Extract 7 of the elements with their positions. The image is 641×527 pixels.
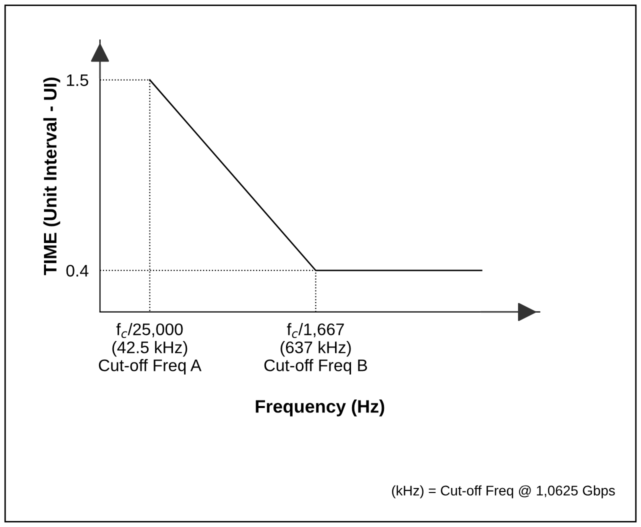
text: (kHz) = Cut-off Freq @ 1,0625 Gbps [392, 485, 615, 498]
x-axis-title: Frequency (Hz) [256, 400, 384, 416]
x-tick-label: f$_{c}$/1,667 (637 kHz) Cut-off Freq B [264, 323, 368, 375]
x-tick-label: f$_{c}$/25,000 (42.5 kHz) Cut-off Freq A [98, 323, 202, 375]
y-tick-label: 1.5 [66, 74, 88, 86]
y-tick-label: 0.4 [66, 264, 88, 277]
y-axis-title: TIME (Unit Interval - UI) [43, 78, 60, 276]
